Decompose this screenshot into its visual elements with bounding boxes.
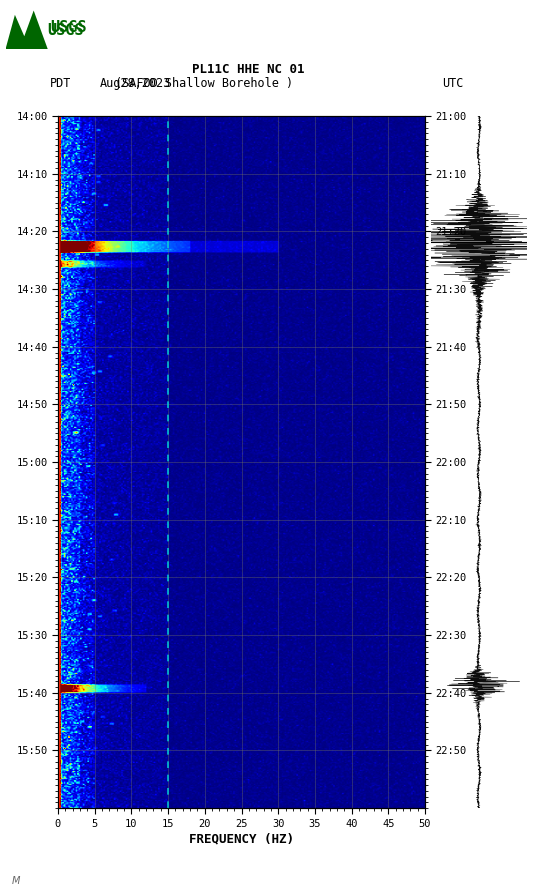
Polygon shape xyxy=(6,11,47,49)
Text: (SAFOD Shallow Borehole ): (SAFOD Shallow Borehole ) xyxy=(115,78,293,90)
Text: UTC: UTC xyxy=(442,78,463,90)
Text: PDT: PDT xyxy=(50,78,71,90)
Text: $\mathit{M}$: $\mathit{M}$ xyxy=(11,874,21,886)
Text: USGS: USGS xyxy=(50,21,87,35)
Text: PL11C HHE NC 01: PL11C HHE NC 01 xyxy=(192,63,305,76)
Text: USGS: USGS xyxy=(47,23,83,38)
Text: Aug28,2023: Aug28,2023 xyxy=(99,78,171,90)
X-axis label: FREQUENCY (HZ): FREQUENCY (HZ) xyxy=(189,833,294,846)
